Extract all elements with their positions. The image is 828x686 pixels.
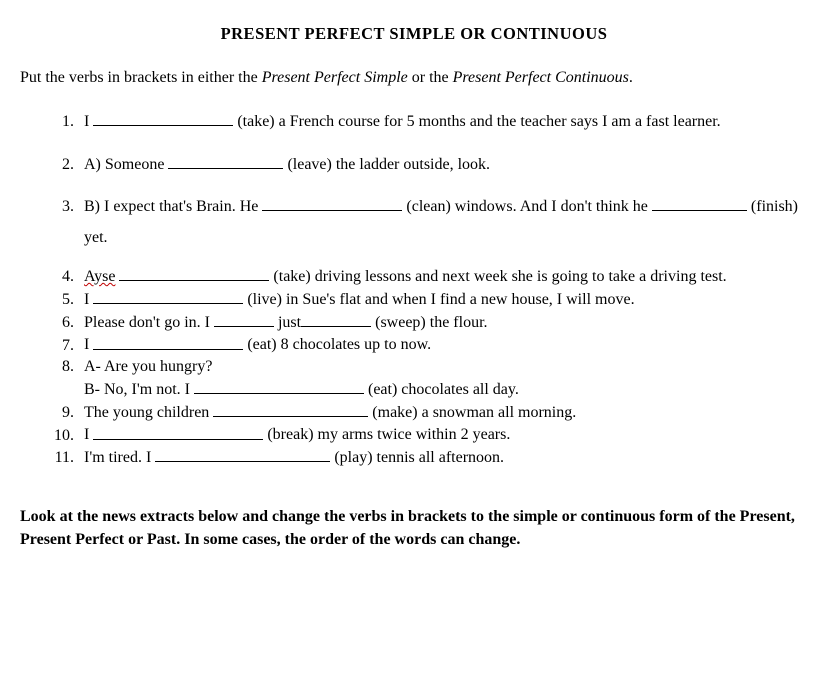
page-title: PRESENT PERFECT SIMPLE OR CONTINUOUS — [20, 22, 808, 45]
instruction-pre: Put the verbs in brackets in either the — [20, 69, 262, 86]
blank-input[interactable] — [213, 401, 368, 417]
list-item: I (break) my arms twice within 2 years. — [78, 423, 808, 446]
list-item: A) Someone (leave) the ladder outside, l… — [78, 150, 808, 180]
second-instruction: Look at the news extracts below and chan… — [20, 505, 808, 551]
q4-text-b: (take) driving lessons and next week she… — [269, 268, 726, 285]
blank-input[interactable] — [652, 195, 747, 211]
blank-input[interactable] — [93, 333, 243, 349]
instruction-italic-2: Present Perfect Continuous — [453, 69, 629, 86]
blank-input[interactable] — [119, 265, 269, 281]
q3-text-a: B) I expect that's Brain. He — [84, 198, 262, 215]
blank-input[interactable] — [214, 311, 274, 327]
blank-input[interactable] — [194, 378, 364, 394]
q6-text-a: Please don't go in. I — [84, 314, 214, 331]
list-item: B) I expect that's Brain. He (clean) win… — [78, 192, 808, 253]
instruction-mid: or the — [408, 69, 453, 86]
q1-text-a: I — [84, 113, 93, 130]
list-item: A- Are you hungry? B- No, I'm not. I (ea… — [78, 356, 808, 400]
list-item: I'm tired. I (play) tennis all afternoon… — [78, 446, 808, 469]
list-item: Please don't go in. I just (sweep) the f… — [78, 311, 808, 334]
q1-text-b: (take) a French course for 5 months and … — [233, 113, 720, 130]
q9-text-a: The young children — [84, 404, 213, 421]
q7-text-b: (eat) 8 chocolates up to now. — [243, 337, 431, 354]
q9-text-b: (make) a snowman all morning. — [368, 404, 576, 421]
q11-text-a: I'm tired. I — [84, 449, 155, 466]
q5-text-b: (live) in Sue's flat and when I find a n… — [243, 291, 634, 308]
q2-text-a: A) Someone — [84, 156, 168, 173]
instruction-italic-1: Present Perfect Simple — [262, 69, 408, 86]
blank-input[interactable] — [155, 446, 330, 462]
q10-text-b: (break) my arms twice within 2 years. — [263, 427, 510, 444]
list-item: The young children (make) a snowman all … — [78, 401, 808, 424]
q8-text-b: B- No, I'm not. I — [84, 381, 194, 398]
blank-input[interactable] — [262, 195, 402, 211]
instruction-post: . — [629, 69, 633, 86]
q7-text-a: I — [84, 337, 93, 354]
exercise-list: I (take) a French course for 5 months an… — [20, 107, 808, 468]
blank-input[interactable] — [168, 153, 283, 169]
q5-text-a: I — [84, 291, 93, 308]
blank-input[interactable] — [93, 110, 233, 126]
q6-text-b: just — [274, 314, 301, 331]
q10-text-a: I — [84, 427, 93, 444]
q8-text-a: A- Are you hungry? — [84, 358, 212, 375]
q3-text-b: (clean) windows. And I don't think he — [402, 198, 652, 215]
q2-text-b: (leave) the ladder outside, look. — [283, 156, 490, 173]
q11-text-b: (play) tennis all afternoon. — [330, 449, 504, 466]
list-item: Ayse (take) driving lessons and next wee… — [78, 265, 808, 288]
list-item: I (take) a French course for 5 months an… — [78, 107, 808, 137]
q8-text-c: (eat) chocolates all day. — [364, 381, 519, 398]
q6-text-c: (sweep) the flour. — [371, 314, 487, 331]
list-item: I (live) in Sue's flat and when I find a… — [78, 288, 808, 311]
instruction-text: Put the verbs in brackets in either the … — [20, 67, 808, 89]
blank-input[interactable] — [93, 288, 243, 304]
q4-text-a: Ayse — [84, 268, 115, 285]
blank-input[interactable] — [93, 423, 263, 439]
blank-input[interactable] — [301, 311, 371, 327]
list-item: I (eat) 8 chocolates up to now. — [78, 333, 808, 356]
